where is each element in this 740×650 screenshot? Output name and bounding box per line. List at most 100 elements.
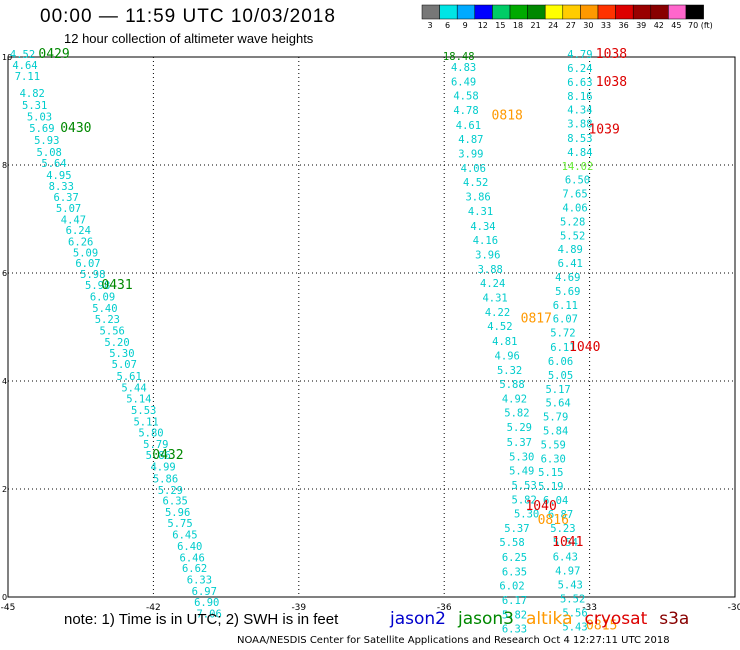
wave-height-label: 5.58 — [499, 537, 524, 549]
pass-time-label: 1038 — [596, 75, 627, 90]
legend-color-swatch — [527, 4, 546, 20]
wave-height-label: 4.06 — [562, 202, 587, 214]
y-tick-label: 4 — [2, 377, 7, 386]
wave-height-label: 6.25 — [502, 552, 527, 564]
wave-height-label: 5.37 — [504, 523, 529, 535]
legend-tick-label: 33 — [600, 21, 612, 30]
x-tick-label: -42 — [146, 603, 161, 613]
wave-height-label: 6.33 — [502, 624, 527, 636]
wave-height-label: 4.52 — [487, 321, 512, 333]
pass-time-label: 1040 — [569, 340, 600, 355]
wave-height-label: 5.64 — [41, 158, 66, 170]
wave-height-label: 4.61 — [456, 120, 481, 132]
wave-height-label: 5.96 — [165, 507, 190, 519]
wave-height-label: 5.53 — [131, 405, 156, 417]
wave-height-label: 4.52 — [10, 49, 35, 61]
wave-height-label: 7.65 — [562, 188, 587, 200]
wave-height-label: 5.75 — [167, 518, 192, 530]
wave-height-label: 4.83 — [451, 62, 476, 74]
wave-height-label: 5.93 — [34, 135, 59, 147]
pass-time-label: 0431 — [101, 278, 132, 293]
chart-subtitle: 12 hour collection of altimeter wave hei… — [64, 31, 314, 46]
wave-height-label: 5.19 — [538, 481, 563, 493]
legend-tick-label: 39 — [636, 21, 647, 30]
wave-height-label: 6.43 — [553, 551, 578, 563]
wave-height-label: 5.14 — [126, 394, 151, 406]
wave-height-label: 4.34 — [567, 105, 592, 117]
wave-height-label: 6.62 — [182, 563, 207, 575]
wave-height-label: 5.30 — [109, 348, 134, 360]
wave-height-label: 7.11 — [15, 71, 40, 83]
wave-height-label: 6.63 — [567, 77, 592, 89]
legend-color-swatch — [562, 4, 581, 20]
wave-height-label: 6.35 — [502, 566, 527, 578]
wave-height-label: 5.32 — [497, 365, 522, 377]
wave-height-label: 5.30 — [509, 451, 534, 463]
legend-tick-label: 42 — [653, 21, 664, 30]
wave-height-label: 4.79 — [567, 49, 592, 61]
satellite-name-jason2: jason2 — [390, 609, 446, 629]
satellite-name-altika: altika — [526, 609, 573, 629]
legend-color-swatch — [509, 4, 528, 20]
wave-height-label: 5.23 — [550, 523, 575, 535]
legend-tick-label: 21 — [530, 21, 541, 30]
pass-time-label: 0430 — [60, 121, 91, 136]
wave-height-label: 4.84 — [567, 147, 592, 159]
wave-height-label: 6.50 — [565, 174, 590, 186]
wave-height-label: 5.09 — [73, 247, 98, 259]
legend-tick-label: 45 — [671, 21, 682, 30]
wave-height-label: 4.89 — [558, 244, 583, 256]
wave-height-label: 8.16 — [567, 91, 592, 103]
legend-tick-label: 9 — [462, 21, 468, 30]
wave-height-label: 5.23 — [95, 314, 120, 326]
wave-height-label: 5.30 — [514, 509, 539, 521]
footnote: note: 1) Time is in UTC; 2) SWH is in fe… — [64, 611, 339, 628]
wave-height-label: 6.02 — [499, 580, 524, 592]
legend-tick-label: 15 — [495, 21, 506, 30]
wave-height-label: 5.64 — [545, 397, 570, 409]
legend-color-swatch — [685, 4, 704, 20]
wave-height-label: 5.03 — [27, 112, 52, 124]
wave-height-label: 4.69 — [555, 272, 580, 284]
wave-height-label: 5.08 — [37, 147, 62, 159]
wave-height-label: 4.87 — [458, 134, 483, 146]
x-tick-label: -36 — [437, 603, 452, 613]
wave-height-label: 5.37 — [507, 437, 532, 449]
page-title: 00:00 — 11:59 UTC 10/03/2018 — [40, 6, 336, 27]
wave-height-label: 8.33 — [49, 181, 74, 193]
wave-height-label: 7.06 — [196, 609, 221, 621]
wave-height-label: 5.82 — [502, 610, 527, 622]
y-tick-label: 6 — [2, 269, 7, 278]
wave-height-label: 4.92 — [502, 394, 527, 406]
wave-height-label: 4.22 — [485, 307, 510, 319]
wave-height-label: 6.90 — [194, 597, 219, 609]
wave-height-label: 6.87 — [548, 509, 573, 521]
y-tick-label: 10 — [2, 53, 12, 62]
wave-height-label: 5.84 — [543, 425, 568, 437]
y-tick-label: 8 — [2, 161, 7, 170]
wave-height-label: 5.07 — [112, 359, 137, 371]
wave-height-label: 5.44 — [121, 382, 146, 394]
pass-time-label: 1038 — [596, 47, 627, 62]
wave-height-label: 5.20 — [104, 337, 129, 349]
legend-color-swatch — [650, 4, 669, 20]
wave-height-label: 5.98 — [80, 269, 105, 281]
wave-height-label: 6.37 — [54, 192, 79, 204]
wave-height-label: 8.53 — [567, 133, 592, 145]
wave-height-label: 5.07 — [56, 203, 81, 215]
legend-color-swatch — [421, 4, 440, 20]
wave-height-label: 6.40 — [177, 541, 202, 553]
satellite-name-jason3: jason3 — [458, 609, 514, 629]
wave-height-label: 5.86 — [146, 450, 171, 462]
pass-time-label: 0432 — [152, 448, 183, 463]
y-tick-label: 0 — [2, 593, 7, 602]
wave-height-label: 5.59 — [541, 440, 566, 452]
wave-height-label: 5.98 — [85, 280, 110, 292]
wave-height-label: 6.46 — [180, 552, 205, 564]
wave-height-label: 4.52 — [463, 177, 488, 189]
wave-height-label: 6.30 — [541, 454, 566, 466]
legend-color-swatch — [492, 4, 511, 20]
wave-height-label: 4.06 — [461, 163, 486, 175]
legend-tick-label: 12 — [477, 21, 488, 30]
wave-height-label: 5.88 — [499, 379, 524, 391]
